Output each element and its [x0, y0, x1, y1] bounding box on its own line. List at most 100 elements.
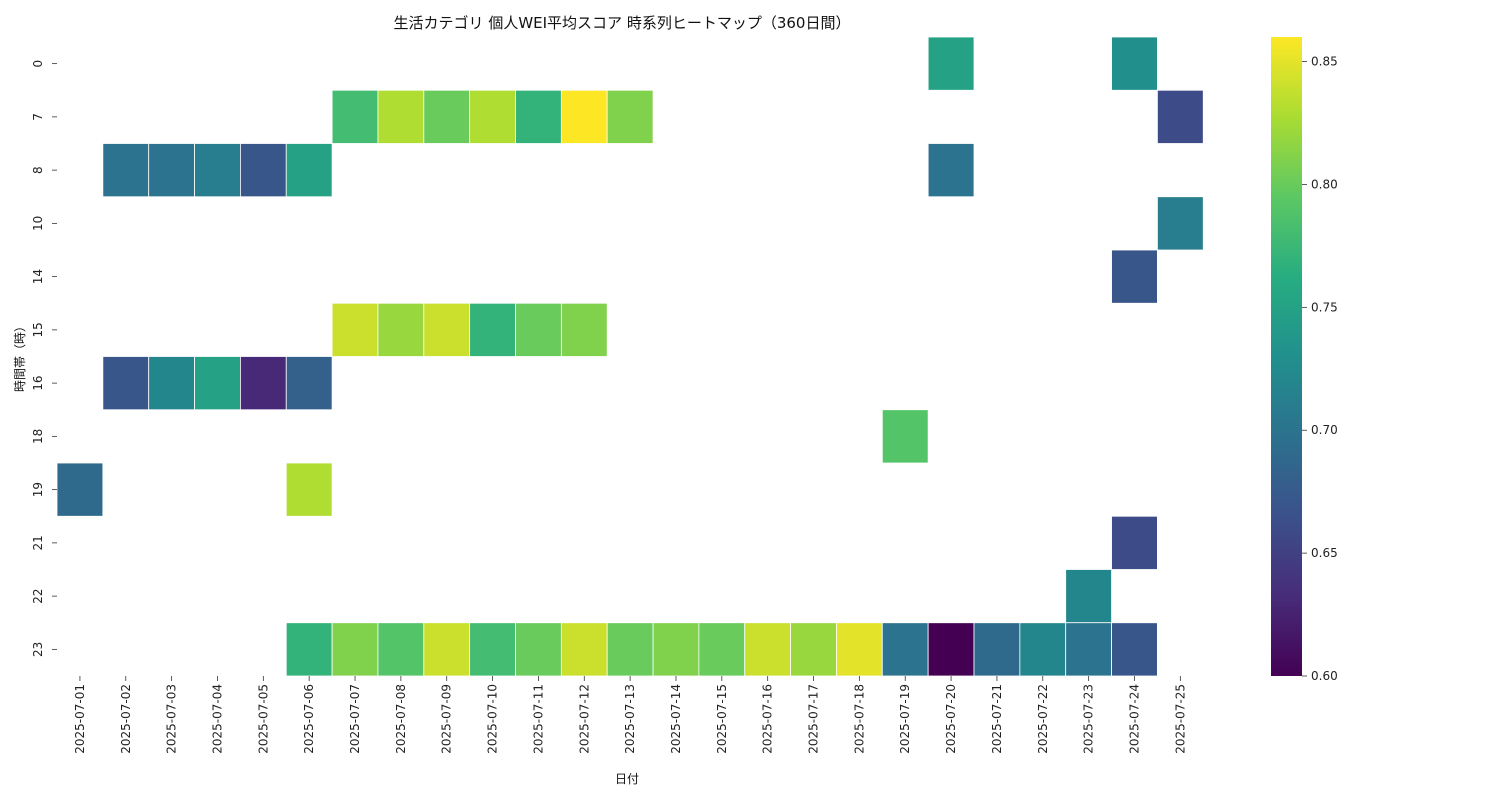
heatmap-cell: [469, 89, 516, 144]
heatmap-cell: [1111, 36, 1158, 91]
chart-title: 生活カテゴリ 個人WEI平均スコア 時系列ヒートマップ（360日間）: [394, 14, 851, 32]
x-tick-label: 2025-07-18: [852, 684, 866, 754]
colorbar-tick-label: 0.85: [1311, 55, 1338, 69]
colorbar-tick-label: 0.80: [1311, 177, 1338, 191]
heatmap-cell: [1111, 515, 1158, 570]
y-tick-label: 15: [31, 322, 45, 337]
heatmap-cell: [423, 89, 471, 144]
heatmap-cell: [560, 89, 608, 144]
y-axis-ticks: 0 7 8 10 14 15 16 18 19 21 22 23: [31, 60, 57, 657]
x-tick-label: 2025-07-24: [1127, 684, 1141, 754]
heatmap-cell: [102, 143, 150, 198]
x-tick-label: 2025-07-16: [761, 684, 775, 754]
heatmap-cell: [423, 622, 471, 677]
heatmap-cell: [1111, 249, 1158, 304]
y-axis-label: 時間帯（時）: [13, 320, 27, 392]
x-tick-label: 2025-07-04: [210, 684, 224, 754]
heatmap-cell: [377, 302, 425, 357]
colorbar-tick-label: 0.70: [1311, 423, 1338, 437]
heatmap-cell: [194, 356, 241, 411]
x-tick-label: 2025-07-06: [302, 684, 316, 754]
heatmap-cell: [515, 622, 562, 677]
y-tick-label: 10: [31, 216, 45, 231]
heatmap-cell: [331, 89, 379, 144]
x-tick-label: 2025-07-25: [1173, 684, 1187, 754]
heatmap-cell: [790, 622, 837, 677]
x-tick-label: 2025-07-05: [256, 684, 270, 754]
colorbar: [1271, 37, 1302, 676]
x-tick-label: 2025-07-17: [807, 684, 821, 754]
heatmap-cell: [1065, 569, 1112, 624]
heatmap-cell: [285, 622, 333, 677]
heatmap-cell: [1157, 89, 1204, 144]
heatmap-cells: [56, 36, 1204, 677]
x-tick-label: 2025-07-19: [898, 684, 912, 754]
x-tick-label: 2025-07-01: [73, 684, 87, 754]
heatmap-cell: [927, 36, 975, 91]
heatmap-cell: [102, 356, 150, 411]
heatmap-cell: [1019, 622, 1067, 677]
x-tick-label: 2025-07-15: [715, 684, 729, 754]
heatmap-cell: [239, 356, 287, 411]
heatmap-cell: [698, 622, 746, 677]
heatmap-cell: [239, 143, 287, 198]
heatmap-cell: [148, 143, 195, 198]
colorbar-tick-label: 0.65: [1311, 546, 1338, 560]
x-axis-ticks: 2025-07-01 2025-07-02 2025-07-03 2025-07-04…: [73, 676, 1187, 754]
x-tick-label: 2025-07-14: [669, 684, 683, 754]
y-tick-label: 0: [31, 60, 45, 68]
heatmap-cell: [377, 622, 425, 677]
heatmap-cell: [285, 143, 333, 198]
colorbar-tick-label: 0.75: [1311, 300, 1338, 314]
colorbar-tick-label: 0.60: [1311, 669, 1338, 683]
heatmap-cell: [927, 143, 975, 198]
y-tick-label: 14: [31, 269, 45, 284]
heatmap-cell: [515, 89, 562, 144]
heatmap-cell: [285, 356, 333, 411]
colorbar-ticks: 0.60 0.65 0.70 0.75 0.80 0.85: [1302, 55, 1338, 683]
heatmap-cell: [331, 302, 379, 357]
heatmap-cell: [1111, 622, 1158, 677]
heatmap-cell: [652, 622, 700, 677]
heatmap-cell: [560, 302, 608, 357]
heatmap-cell: [560, 622, 608, 677]
heatmap-cell: [515, 302, 562, 357]
x-tick-label: 2025-07-11: [531, 684, 545, 754]
y-tick-label: 7: [31, 113, 45, 121]
y-tick-label: 23: [31, 642, 45, 657]
x-tick-label: 2025-07-22: [1036, 684, 1050, 754]
heatmap-cell: [973, 622, 1021, 677]
heatmap-cell: [331, 622, 379, 677]
y-tick-label: 21: [31, 535, 45, 550]
heatmap-cell: [606, 622, 654, 677]
y-tick-label: 22: [31, 588, 45, 603]
heatmap-cell: [881, 622, 929, 677]
x-axis-label: 日付: [615, 772, 639, 786]
heatmap-cell: [469, 302, 516, 357]
heatmap-cell: [1157, 196, 1204, 251]
heatmap-cell: [377, 89, 425, 144]
x-tick-label: 2025-07-09: [440, 684, 454, 754]
y-tick-label: 18: [31, 429, 45, 444]
x-tick-label: 2025-07-07: [348, 684, 362, 754]
heatmap-cell: [56, 462, 104, 517]
heatmap-cell: [469, 622, 516, 677]
x-tick-label: 2025-07-10: [486, 684, 500, 754]
heatmap-cell: [836, 622, 883, 677]
x-tick-label: 2025-07-21: [990, 684, 1004, 754]
heatmap-cell: [194, 143, 241, 198]
x-tick-label: 2025-07-13: [623, 684, 637, 754]
heatmap-cell: [1065, 622, 1112, 677]
x-tick-label: 2025-07-23: [1082, 684, 1096, 754]
y-tick-label: 19: [31, 482, 45, 497]
heatmap-cell: [285, 462, 333, 517]
y-tick-label: 8: [31, 166, 45, 174]
heatmap-cell: [881, 409, 929, 464]
x-tick-label: 2025-07-20: [944, 684, 958, 754]
heatmap-cell: [148, 356, 195, 411]
x-tick-label: 2025-07-02: [119, 684, 133, 754]
heatmap-cell: [606, 89, 654, 144]
heatmap-cell: [423, 302, 471, 357]
x-tick-label: 2025-07-12: [577, 684, 591, 754]
